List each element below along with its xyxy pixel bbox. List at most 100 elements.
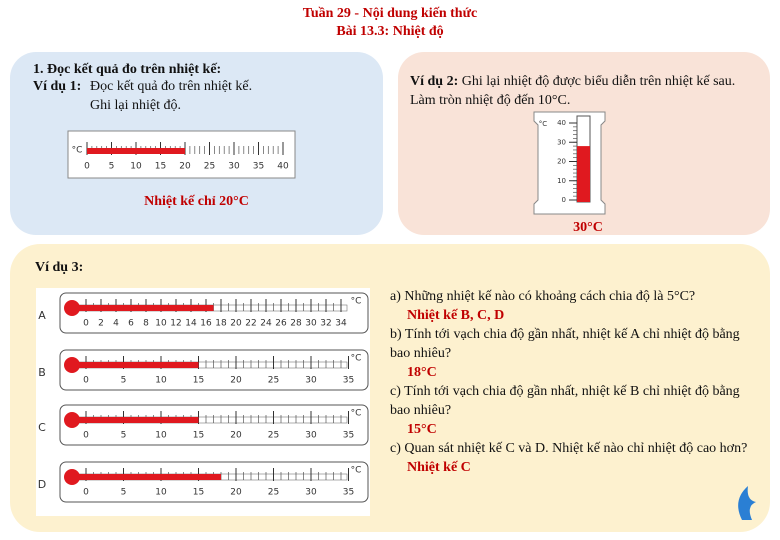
- tick-label: 15: [193, 431, 204, 441]
- unit: °C: [539, 120, 548, 128]
- example-label: Ví dụ 2:: [410, 74, 459, 89]
- tick-label: 20: [557, 158, 566, 166]
- example-label: Ví dụ 3:: [35, 260, 84, 275]
- tick-label: 26: [275, 319, 287, 329]
- answer: Nhiệt kế B, C, D: [407, 308, 505, 323]
- tick-label: 10: [155, 376, 167, 386]
- tick-label: 20: [230, 488, 242, 498]
- tick-label: 10: [155, 319, 167, 329]
- tick-label: 20: [230, 319, 242, 329]
- question: c) Quan sát nhiệt kế C và D. Nhiệt kế nà…: [390, 441, 748, 456]
- row-label: D: [38, 478, 46, 491]
- tick-label: 0: [83, 488, 89, 498]
- tick-label: 25: [204, 162, 215, 172]
- row-label: A: [38, 309, 46, 322]
- tick-label: 20: [179, 162, 191, 172]
- subtitle: Bài 13.3: Nhiệt độ: [336, 24, 444, 39]
- answer: 15°C: [407, 422, 437, 437]
- unit: °C: [351, 409, 362, 419]
- heading: 1. Đọc kết quả đo trên nhiệt kế:: [33, 62, 222, 77]
- tick-label: 35: [343, 488, 354, 498]
- tick-label: 30: [305, 376, 317, 386]
- title: Tuần 29 - Nội dung kiến thức: [302, 6, 478, 21]
- tick-label: 40: [277, 162, 289, 172]
- question: c) Tính tới vạch chia độ gần nhất, nhiệt…: [390, 384, 740, 418]
- tick-label: 25: [268, 431, 279, 441]
- tick-label: 25: [268, 488, 279, 498]
- unit: °C: [351, 297, 362, 307]
- tick-label: 0: [83, 376, 89, 386]
- bulb: [64, 357, 80, 373]
- tick-label: 5: [121, 431, 127, 441]
- unit: °C: [351, 466, 362, 476]
- question: b) Tính tới vạch chia độ gần nhất, nhiệt…: [390, 327, 740, 361]
- tick-label: 22: [245, 319, 256, 329]
- tick-label: 40: [557, 119, 566, 127]
- mercury: [577, 146, 590, 202]
- unit: °C: [351, 354, 362, 364]
- answer: Nhiệt kế chỉ 20°C: [144, 194, 249, 209]
- answer: 30°C: [573, 220, 603, 235]
- tick-label: 30: [228, 162, 240, 172]
- tick-label: 28: [290, 319, 302, 329]
- tick-label: 5: [121, 376, 127, 386]
- tick-label: 16: [200, 319, 212, 329]
- tick-label: 10: [557, 177, 566, 185]
- tick-label: 5: [121, 488, 127, 498]
- tick-label: 24: [260, 319, 272, 329]
- tick-label: 20: [230, 376, 242, 386]
- thermo-frame: [59, 292, 369, 334]
- row-label: B: [38, 366, 46, 379]
- text: Ví dụ 2: Ghi lại nhiệt độ được biểu diễn…: [410, 72, 755, 110]
- answer: Nhiệt kế C: [407, 460, 471, 475]
- mercury: [72, 362, 199, 368]
- tick-label: 8: [143, 319, 149, 329]
- row-label: C: [38, 421, 46, 434]
- tick-label: 10: [130, 162, 142, 172]
- mercury: [72, 305, 214, 311]
- bulb: [64, 412, 80, 428]
- question: a) Những nhiệt kế nào có khoảng cách chi…: [390, 289, 696, 304]
- line: Ghi lại nhiệt độ.: [90, 98, 181, 113]
- thermo-frame: [59, 349, 369, 391]
- tick-label: 30: [557, 138, 566, 146]
- tick-label: 12: [170, 319, 181, 329]
- mercury: [72, 474, 221, 480]
- tick-label: 15: [155, 162, 166, 172]
- tick-label: 35: [343, 431, 354, 441]
- tick-label: 5: [109, 162, 115, 172]
- tick-label: 25: [268, 376, 279, 386]
- tick-label: 2: [98, 319, 104, 329]
- tick-label: 10: [155, 488, 167, 498]
- tick-label: 34: [335, 319, 347, 329]
- tick-label: 20: [230, 431, 242, 441]
- bulb: [64, 469, 80, 485]
- tick-label: 0: [83, 431, 89, 441]
- tick-label: 0: [84, 162, 90, 172]
- tick-label: 0: [83, 319, 89, 329]
- questions: a) Những nhiệt kế nào có khoảng cách chi…: [390, 287, 758, 477]
- tick-label: 32: [320, 319, 331, 329]
- tick-label: 15: [193, 376, 204, 386]
- question: Ghi lại nhiệt độ được biểu diễn trên nhi…: [410, 74, 736, 108]
- example-label: Ví dụ 1:: [33, 79, 82, 94]
- answer: 18°C: [407, 365, 437, 380]
- mercury: [87, 148, 185, 154]
- thermo-frame: [59, 461, 369, 503]
- thermo-frame: [67, 130, 296, 179]
- bulb: [64, 300, 80, 316]
- tick-label: 35: [343, 376, 354, 386]
- tick-label: 6: [128, 319, 134, 329]
- tick-label: 10: [155, 431, 167, 441]
- tick-label: 15: [193, 488, 204, 498]
- tick-label: 30: [305, 431, 317, 441]
- unit: °C: [72, 146, 83, 156]
- tick-label: 0: [562, 196, 566, 204]
- logo: [738, 486, 756, 520]
- tick-label: 18: [215, 319, 227, 329]
- tick-label: 35: [253, 162, 264, 172]
- tick-label: 14: [185, 319, 197, 329]
- tick-label: 4: [113, 319, 119, 329]
